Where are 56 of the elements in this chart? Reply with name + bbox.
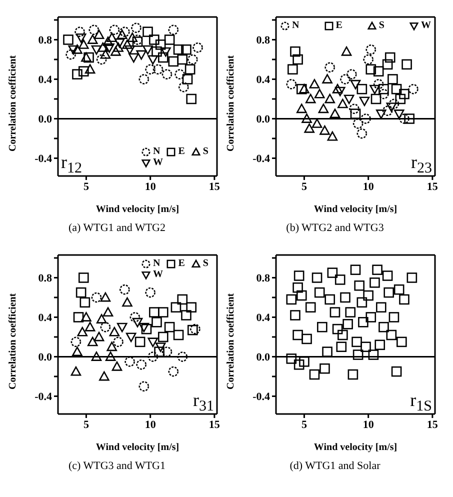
y-tick-label: -0.4 <box>252 391 270 404</box>
legend-label: W <box>420 20 431 31</box>
x-tick-label: 10 <box>362 180 374 193</box>
y-axis-title: Correlation coefficient <box>226 54 237 152</box>
legend-label: E <box>178 146 185 157</box>
x-tick-label: 15 <box>208 180 220 193</box>
y-tick-label: -0.4 <box>252 153 270 166</box>
x-tick-label: 15 <box>208 418 220 431</box>
y-tick-label: 0.0 <box>256 352 270 364</box>
legend-label: E <box>178 258 185 269</box>
annotation: r$_{1S}$ <box>410 390 432 417</box>
text: (c) WTG3 and WTG1 <box>67 460 167 472</box>
x-tick-label: 5 <box>83 180 90 193</box>
y-tick-label: 0.0 <box>38 114 52 126</box>
legend-label: S <box>202 146 208 157</box>
x-tick-label: 15 <box>426 418 438 431</box>
y-tick-label: 0.0 <box>38 352 52 364</box>
annotation: r$_{31}$ <box>193 390 214 417</box>
legend-label: N <box>153 146 160 157</box>
y-tick-label: 0.8 <box>256 272 270 285</box>
x-tick-label: 10 <box>362 418 374 431</box>
y-tick-label: -0.4 <box>34 391 52 404</box>
legend-label: W <box>153 157 163 168</box>
x-tick-label: 15 <box>426 180 438 193</box>
y-tick-label: -0.4 <box>34 153 52 166</box>
y-tick-label: 0.8 <box>38 272 52 285</box>
y-axis-title: Correlation coefficient <box>8 292 19 390</box>
x-tick-label: 10 <box>144 180 156 193</box>
annotation: r$_{23}$ <box>411 152 432 179</box>
annotation: r$_{12}$ <box>61 152 82 179</box>
y-tick-label: 0.4 <box>38 74 52 86</box>
text: (a) WTG1 and WTG2 <box>67 222 167 234</box>
x-tick-label: 5 <box>301 180 308 193</box>
y-tick-label: 0.4 <box>256 74 270 86</box>
legend-label: W <box>153 269 163 280</box>
legend-label: S <box>378 20 384 31</box>
x-tick-label: 10 <box>144 418 156 431</box>
y-tick-label: 0.4 <box>256 312 270 324</box>
x-tick-label: 5 <box>301 418 308 431</box>
x-axis-title: Wind velocity [m/s] <box>314 204 398 215</box>
y-axis-title: Correlation coefficient <box>8 54 19 152</box>
legend-label: S <box>202 258 208 269</box>
y-tick-label: 0.8 <box>256 34 270 47</box>
legend-label: E <box>336 20 342 31</box>
text: (d) WTG1 and Solar <box>288 460 382 472</box>
y-tick-label: 0.0 <box>256 114 270 126</box>
x-tick-label: 5 <box>83 418 90 431</box>
x-axis-title: Wind velocity [m/s] <box>96 442 180 453</box>
legend-label: N <box>292 20 300 31</box>
legend-label: N <box>153 258 160 269</box>
y-tick-label: 0.4 <box>38 312 52 324</box>
text: (b) WTG2 and WTG3 <box>285 222 385 234</box>
x-axis-title: Wind velocity [m/s] <box>96 204 180 215</box>
y-axis-title: Correlation coefficient <box>226 292 237 390</box>
x-axis-title: Wind velocity [m/s] <box>314 442 398 453</box>
y-tick-label: 0.8 <box>38 34 52 47</box>
